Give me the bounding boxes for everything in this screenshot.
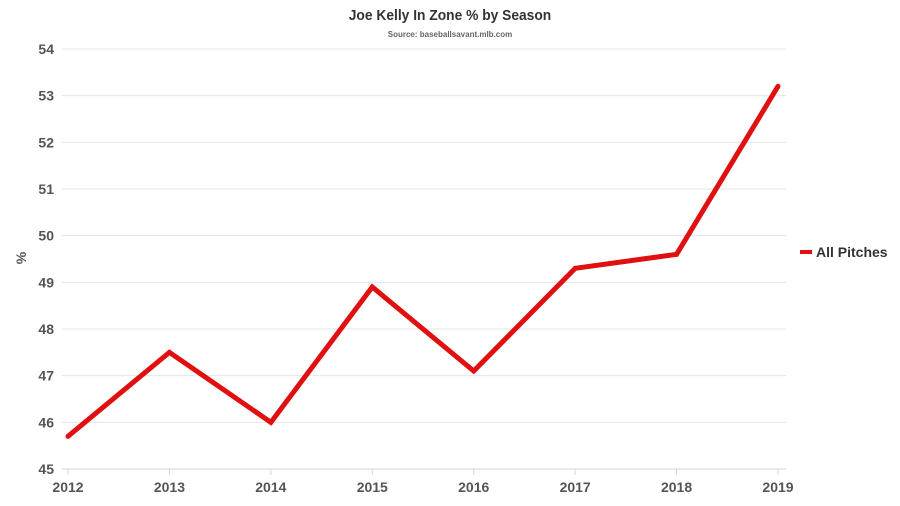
series-group (65, 83, 781, 439)
x-tick-label: 2016 (458, 479, 489, 495)
x-axis: 2012 2013 2014 2015 2016 2017 2018 2019 (52, 469, 794, 495)
legend-swatch (800, 250, 812, 254)
data-point (166, 349, 172, 355)
data-point (471, 368, 477, 374)
x-tick-label: 2013 (154, 479, 185, 495)
grid-lines (62, 48, 786, 470)
data-point (65, 433, 71, 439)
x-tick-label: 2015 (357, 479, 388, 495)
data-point (572, 265, 578, 271)
data-point (268, 419, 274, 425)
x-tick-label: 2019 (762, 479, 793, 495)
y-tick-label: 49 (38, 274, 54, 290)
legend[interactable]: All Pitches (800, 244, 888, 260)
y-tick-label: 53 (38, 88, 54, 104)
y-tick-label: 46 (38, 414, 54, 430)
y-tick-label: 48 (38, 321, 54, 337)
data-point (674, 251, 680, 257)
y-tick-label: 47 (38, 368, 54, 384)
y-tick-label: 51 (38, 181, 54, 197)
y-axis-label: % (13, 251, 29, 264)
y-tick-label: 45 (38, 461, 54, 477)
data-point (775, 83, 781, 89)
x-tick-label: 2012 (52, 479, 83, 495)
y-tick-label: 50 (38, 228, 54, 244)
legend-label: All Pitches (816, 244, 888, 260)
y-axis: 45 46 47 48 49 50 51 52 53 54 (38, 41, 54, 477)
x-tick-label: 2014 (255, 479, 286, 495)
y-tick-label: 52 (38, 134, 54, 150)
chart-subtitle: Source: baseballsavant.mlb.com (387, 30, 513, 39)
data-point (369, 284, 375, 290)
x-tick-label: 2017 (560, 479, 591, 495)
series-line (66, 85, 781, 439)
x-tick-label: 2018 (661, 479, 692, 495)
chart-title: Joe Kelly In Zone % by Season (348, 7, 552, 24)
y-tick-label: 54 (38, 41, 54, 57)
